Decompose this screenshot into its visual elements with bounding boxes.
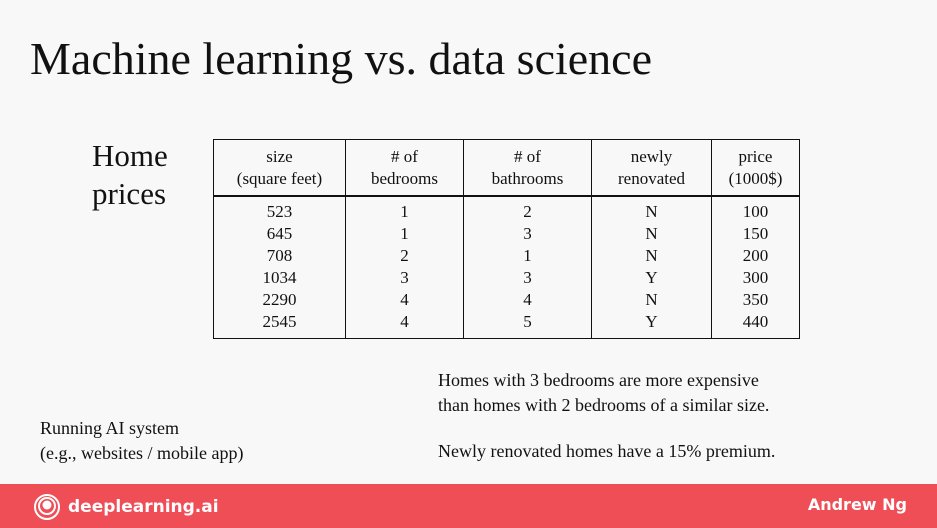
insight-line-2: than homes with 2 bedrooms of a similar …	[438, 395, 770, 415]
brand: deeplearning.ai	[34, 494, 219, 520]
header-bedrooms-line2: bedrooms	[370, 168, 439, 188]
table-cell: N	[645, 224, 658, 243]
home-prices-table: size (square feet) # of bedrooms # of ba…	[213, 139, 800, 339]
table-cell: 350	[742, 290, 769, 309]
header-price-line1: price	[738, 146, 773, 166]
header-renovated: newly renovated	[591, 139, 712, 197]
brand-name: deeplearning.ai	[68, 497, 219, 517]
table-cell: N	[645, 290, 658, 309]
running-ai-line-2: (e.g., websites / mobile app)	[40, 443, 244, 463]
slide-title: Machine learning vs. data science	[30, 33, 653, 84]
table-cell: 1	[400, 202, 409, 221]
header-size-line1: size	[266, 146, 293, 166]
table-cell: 150	[742, 224, 769, 243]
deeplearning-logo-icon	[34, 494, 60, 520]
table-cell: 4	[400, 312, 409, 331]
insights-text: Homes with 3 bedrooms are more expensive…	[438, 368, 775, 464]
table-cell: N	[645, 246, 658, 265]
insight-line-3: Newly renovated homes have a 15% premium…	[438, 441, 776, 461]
header-bedrooms: # of bedrooms	[345, 139, 464, 197]
header-bedrooms-line1: # of	[391, 146, 418, 166]
footer-bar: deeplearning.ai Andrew Ng	[0, 484, 937, 528]
table-cell: N	[645, 202, 658, 221]
column-renovated-values: N N N Y N Y	[591, 196, 712, 339]
column-price-values: 100 150 200 300 350 440	[711, 196, 800, 339]
table-cell: 2545	[262, 312, 297, 331]
table-cell: 2	[400, 246, 409, 265]
table-cell: 100	[742, 202, 769, 221]
column-bathrooms-values: 2 3 1 3 4 5	[463, 196, 592, 339]
table-header-row: size (square feet) # of bedrooms # of ba…	[213, 139, 800, 197]
table-caption-line1: Home	[92, 138, 168, 173]
header-bathrooms-line1: # of	[514, 146, 541, 166]
table-cell: 2290	[262, 290, 297, 309]
table-cell: 708	[266, 246, 293, 265]
header-bathrooms: # of bathrooms	[463, 139, 592, 197]
column-bedrooms-values: 1 1 2 3 4 4	[345, 196, 464, 339]
header-size: size (square feet)	[213, 139, 346, 197]
running-ai-line-1: Running AI system	[40, 418, 180, 438]
table-cell: 3	[400, 268, 409, 287]
insight-line-1: Homes with 3 bedrooms are more expensive	[438, 370, 759, 390]
header-renovated-line2: renovated	[617, 168, 686, 188]
table-cell: 1034	[262, 268, 297, 287]
table-cell: 1	[523, 246, 532, 265]
header-renovated-line1: newly	[630, 146, 673, 166]
table-body-row: 523 645 708 1034 2290 2545 1 1 2 3 4 4 2…	[213, 196, 800, 339]
header-bathrooms-line2: bathrooms	[491, 168, 564, 188]
table-cell: 200	[742, 246, 769, 265]
author-name: Andrew Ng	[807, 495, 907, 514]
table-cell: 5	[523, 312, 532, 331]
table-cell: 4	[523, 290, 532, 309]
table-cell: Y	[645, 312, 658, 331]
header-price-line2: (1000$)	[728, 168, 783, 188]
table-cell: 440	[742, 312, 769, 331]
table-cell: 3	[523, 224, 532, 243]
table-cell: 2	[523, 202, 532, 221]
header-price: price (1000$)	[711, 139, 800, 197]
table-cell: 1	[400, 224, 409, 243]
column-size-values: 523 645 708 1034 2290 2545	[213, 196, 346, 339]
table-cell: 645	[266, 224, 293, 243]
running-ai-system-text: Running AI system (e.g., websites / mobi…	[40, 416, 243, 466]
header-size-line2: (square feet)	[236, 168, 323, 188]
table-cell: 3	[523, 268, 532, 287]
table-cell: 523	[266, 202, 293, 221]
table-caption: Home prices	[92, 137, 168, 213]
table-cell: 300	[742, 268, 769, 287]
table-cell: Y	[645, 268, 658, 287]
table-caption-line2: prices	[92, 176, 167, 211]
table-cell: 4	[400, 290, 409, 309]
